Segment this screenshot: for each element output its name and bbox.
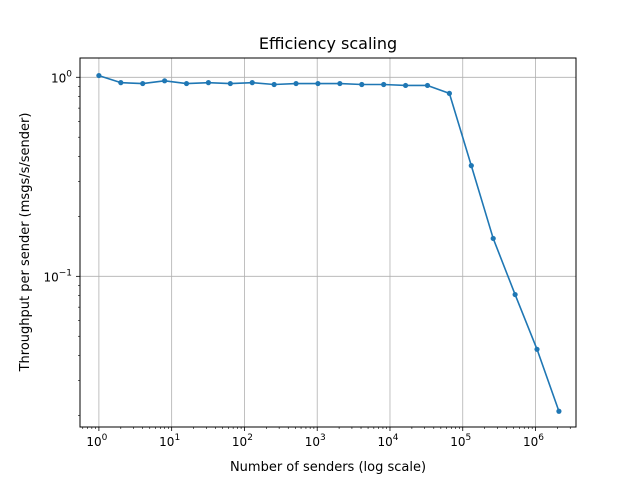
data-point xyxy=(359,81,365,88)
x-tick-label: 103 xyxy=(305,433,326,449)
data-point xyxy=(424,82,431,89)
data-point xyxy=(96,72,102,79)
axis-ticks: 100 101 102 103 104 105 106 10−1 100 xyxy=(43,69,571,449)
y-tick-label: 10−1 xyxy=(43,268,72,284)
data-point xyxy=(249,80,255,86)
series-line xyxy=(98,74,560,412)
x-tick-label: 104 xyxy=(377,433,398,449)
data-point xyxy=(205,80,212,86)
data-point xyxy=(402,82,409,89)
x-tick-label: 102 xyxy=(232,433,253,449)
grid-lines xyxy=(80,58,576,427)
x-tick-label: 106 xyxy=(523,433,544,449)
data-point xyxy=(118,80,124,86)
data-point xyxy=(490,235,496,242)
data-point xyxy=(271,81,277,88)
chart-title: Efficiency scaling xyxy=(259,34,397,53)
data-point xyxy=(162,78,168,84)
data-point xyxy=(446,90,452,96)
data-point xyxy=(183,80,190,87)
data-point xyxy=(468,163,474,169)
x-tick-label: 105 xyxy=(450,433,471,449)
x-axis-label: Number of senders (log scale) xyxy=(230,460,426,475)
data-point xyxy=(556,408,562,414)
x-tick-label: 100 xyxy=(86,433,107,449)
axes-frame xyxy=(79,57,577,428)
data-point xyxy=(293,80,299,87)
data-point xyxy=(534,346,540,352)
y-axis-label: Throughput per sender (msgs/s/sender) xyxy=(18,113,33,373)
plot-area: 100 101 102 103 104 105 106 10−1 100 xyxy=(43,57,577,449)
data-point xyxy=(227,80,233,87)
data-point xyxy=(140,80,146,87)
y-tick-label: 100 xyxy=(51,69,72,85)
series-layer xyxy=(96,72,562,414)
x-tick-label: 101 xyxy=(159,433,180,449)
data-point xyxy=(337,80,343,87)
data-point xyxy=(381,81,387,88)
data-point xyxy=(512,291,518,298)
data-point xyxy=(315,80,321,87)
